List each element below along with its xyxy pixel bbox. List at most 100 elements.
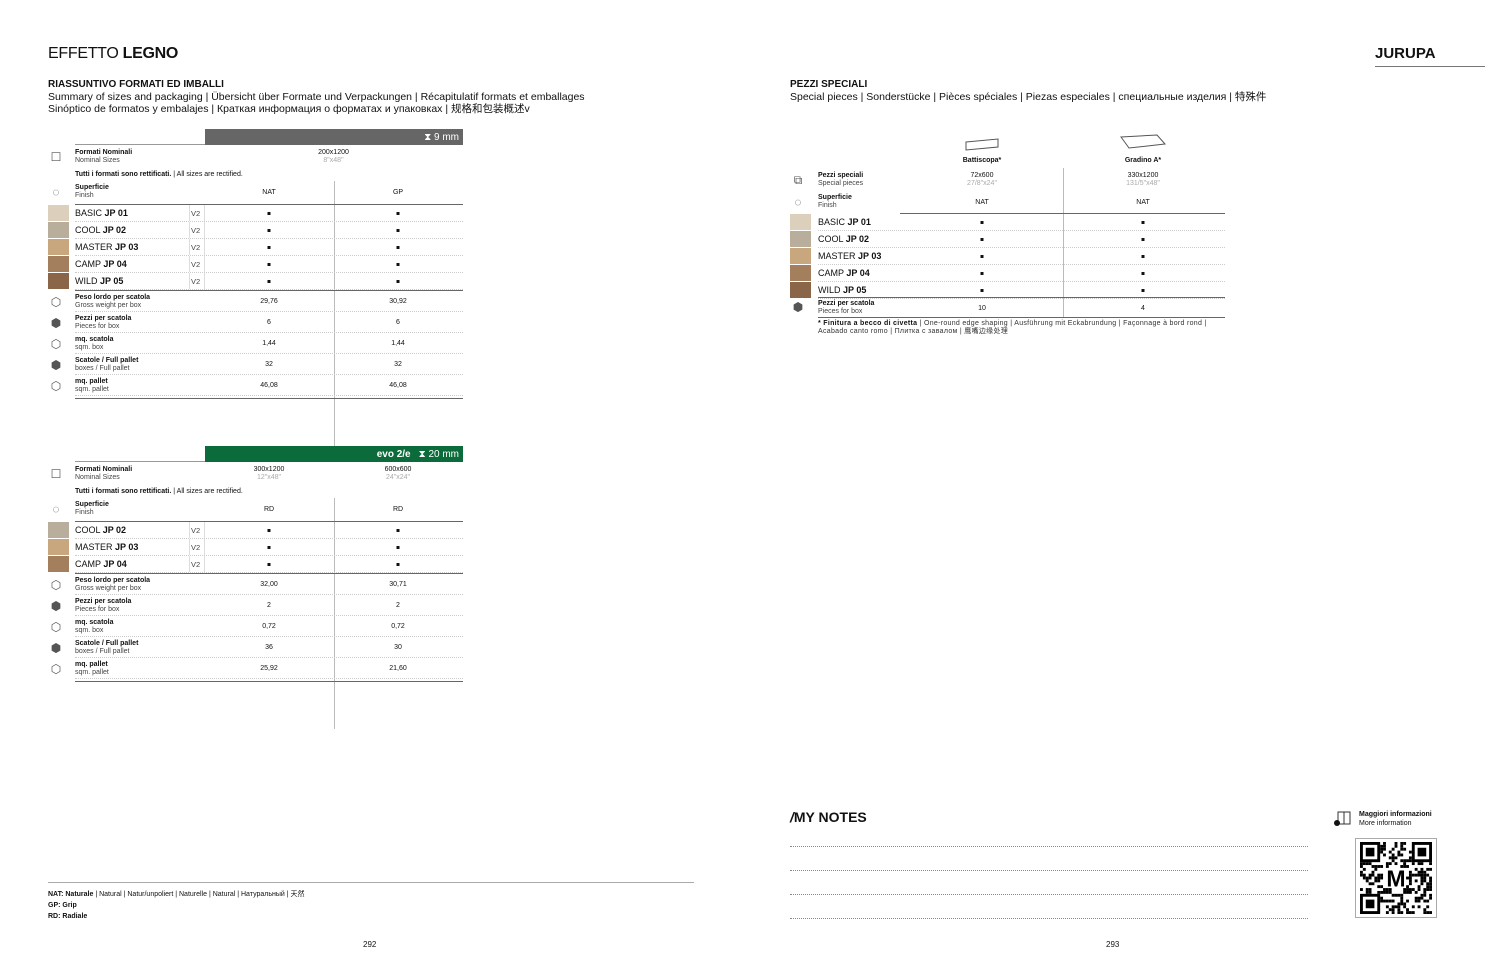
packaging-value: 32 xyxy=(394,361,402,368)
row-divider xyxy=(75,332,463,333)
packaging-value: 36 xyxy=(265,644,273,651)
footnote: * Finitura a becco di civetta | One-roun… xyxy=(818,320,1228,336)
qr-code[interactable]: M xyxy=(1355,838,1437,918)
divider xyxy=(204,556,205,572)
divider xyxy=(189,205,190,221)
packaging-value: 0,72 xyxy=(262,623,276,630)
page-number: 293 xyxy=(1106,940,1120,949)
pallet-sqm-icon: ⬡ xyxy=(50,379,62,393)
packaging-value: 32 xyxy=(265,361,273,368)
availability-mark xyxy=(396,212,400,215)
product-series: COOL xyxy=(75,525,101,535)
size-mm: 200x1200 xyxy=(318,149,349,156)
color-swatch xyxy=(48,239,69,255)
packaging-value: 2 xyxy=(267,602,271,609)
availability-mark xyxy=(267,563,271,566)
label-bold: Superficie xyxy=(75,501,109,508)
step-piece-icon xyxy=(1119,134,1167,153)
special-pieces-icon: ⧉ xyxy=(793,172,803,187)
rectified-note: Tutti i formati sono rettificati. | All … xyxy=(75,488,243,496)
product-name: BASIC JP 01 xyxy=(818,217,871,227)
notes-line[interactable] xyxy=(790,918,1308,919)
label-bold: Scatole / Full pallet xyxy=(75,640,139,647)
label-sub: Pieces for box xyxy=(75,323,120,330)
thickness-icon: ⧗ xyxy=(424,131,434,143)
color-swatch xyxy=(48,205,69,221)
product-code: JP 01 xyxy=(104,208,128,218)
finish-label: Superficie Finish xyxy=(75,501,109,517)
product-series: MASTER xyxy=(818,251,856,261)
notes-line[interactable] xyxy=(790,894,1308,895)
brand-underline xyxy=(1375,66,1485,67)
color-swatch xyxy=(48,539,69,555)
label-sub: Pieces for box xyxy=(75,606,120,613)
divider xyxy=(900,213,1225,214)
packaging-value: 0,72 xyxy=(391,623,405,630)
availability-mark xyxy=(1141,255,1145,258)
packaging-label: mq. scatola sqm. box xyxy=(75,619,114,635)
divider xyxy=(189,556,190,572)
product-code: JP 04 xyxy=(846,268,870,278)
thickness-bar: ⧗ 9 mm xyxy=(205,129,463,145)
label-bold: mq. scatola xyxy=(75,619,114,626)
divider xyxy=(204,522,205,538)
label-bold: Superficie xyxy=(818,194,852,201)
special-title: PEZZI SPECIALI xyxy=(790,79,868,90)
product-code: JP 02 xyxy=(845,234,870,244)
size-cell: 300x1200 12"x48" xyxy=(254,466,285,482)
label-sub: Pieces for box xyxy=(818,308,863,315)
finish-label: Superficie Finish xyxy=(818,194,852,210)
divider xyxy=(75,204,463,205)
box-sqm-icon: ⬡ xyxy=(50,337,62,351)
product-name: BASIC JP 01 xyxy=(75,208,128,218)
packaging-value: 6 xyxy=(267,319,271,326)
size-cell: 72x600 27/8"x24" xyxy=(967,172,997,188)
availability-mark xyxy=(267,529,271,532)
divider xyxy=(818,317,1225,318)
divider xyxy=(75,573,463,574)
packaging-value: 1,44 xyxy=(391,340,405,347)
divider xyxy=(75,521,463,522)
divider xyxy=(189,256,190,272)
row-divider xyxy=(75,255,463,256)
finish-icon: ◌ xyxy=(794,195,802,209)
product-name: MASTER JP 03 xyxy=(75,242,138,252)
row-divider xyxy=(75,636,463,637)
divider xyxy=(204,539,205,555)
nominal-sizes-label: Formati Nominali Nominal Sizes xyxy=(75,149,132,165)
notes-line[interactable] xyxy=(790,846,1308,847)
availability-mark xyxy=(980,221,984,224)
pallet-sqm-icon: ⬡ xyxy=(50,662,62,676)
box-weight-icon: ⬡ xyxy=(50,295,62,309)
label-sub: boxes / Full pallet xyxy=(75,648,130,655)
label-sub: boxes / Full pallet xyxy=(75,365,130,372)
product-code: JP 05 xyxy=(843,285,867,295)
color-swatch xyxy=(48,273,69,289)
row-divider xyxy=(818,247,1225,248)
label-sub: Finish xyxy=(75,509,94,516)
size-inch: 27/8"x24" xyxy=(967,180,997,187)
thickness-label: ⧗ 9 mm xyxy=(424,132,459,143)
packaging-label: mq. pallet sqm. pallet xyxy=(75,378,109,394)
label-bold: Scatole / Full pallet xyxy=(75,357,139,364)
footnote-bold: * Finitura a becco di civetta xyxy=(818,320,918,327)
availability-mark xyxy=(396,280,400,283)
label-sub: Finish xyxy=(75,192,94,199)
product-name: CAMP JP 04 xyxy=(75,259,127,269)
label-bold: mq. pallet xyxy=(75,378,108,385)
color-swatch xyxy=(790,248,811,264)
product-series: COOL xyxy=(75,225,101,235)
divider xyxy=(189,222,190,238)
divider xyxy=(204,273,205,289)
label-sub: Nominal Sizes xyxy=(75,157,120,164)
availability-mark xyxy=(396,246,400,249)
packaging-label: Scatole / Full pallet boxes / Full pallet xyxy=(75,357,138,373)
label-bold: mq. pallet xyxy=(75,661,108,668)
packaging-label: Pezzi per scatola Pieces for box xyxy=(75,315,131,331)
brand-title: JURUPA xyxy=(1375,45,1436,62)
product-name: MASTER JP 03 xyxy=(75,542,138,552)
notes-line[interactable] xyxy=(790,870,1308,871)
variation-label: V2 xyxy=(191,560,201,569)
packaging-label: mq. pallet sqm. pallet xyxy=(75,661,109,677)
product-series: CAMP xyxy=(75,259,101,269)
